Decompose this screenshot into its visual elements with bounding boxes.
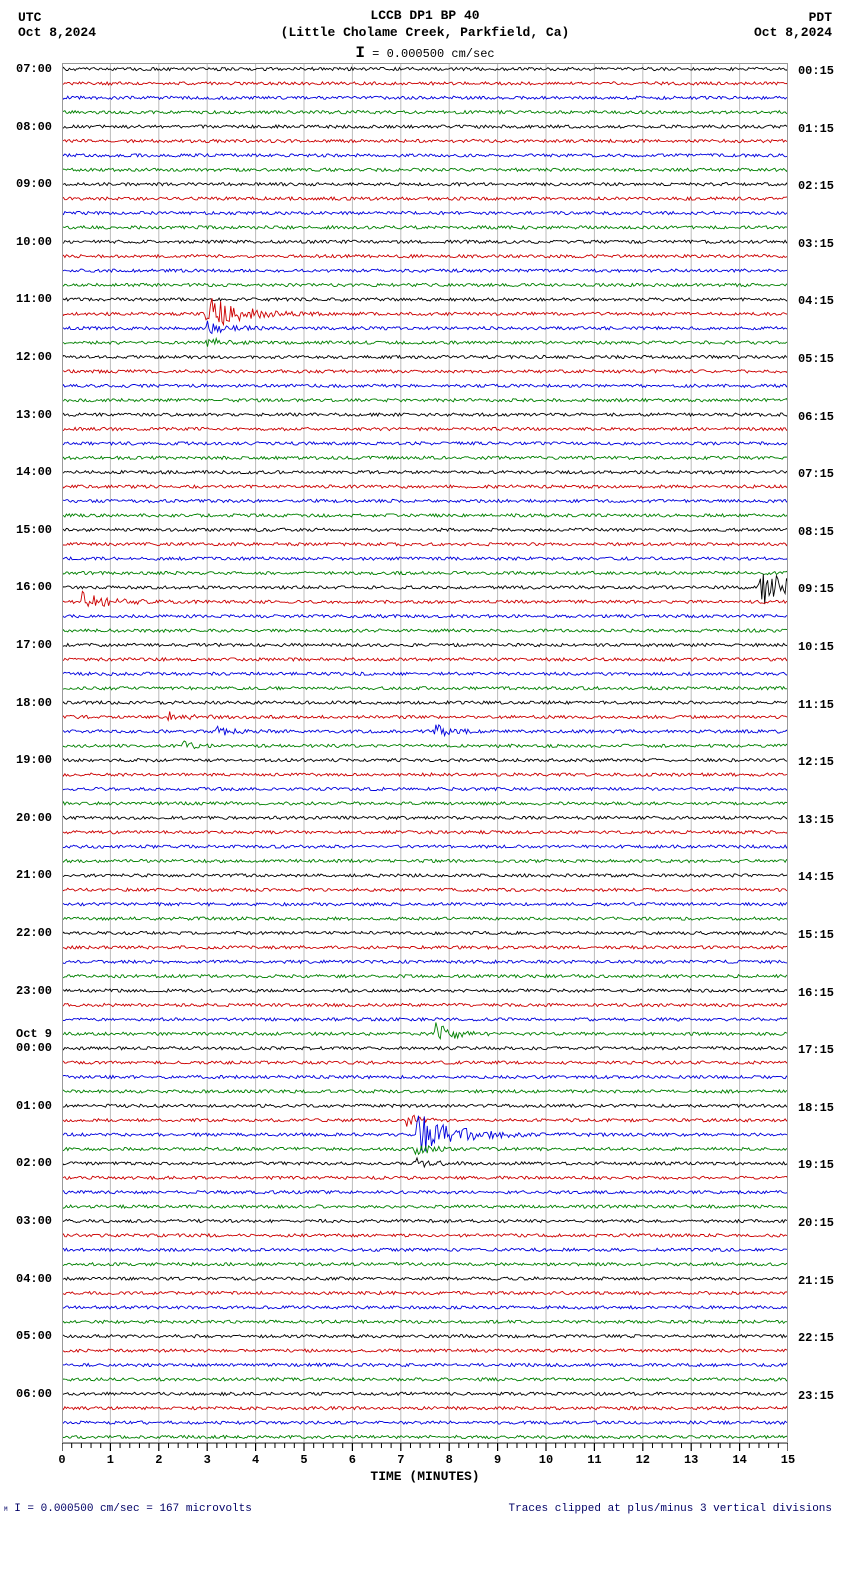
utc-hour-label: 04:00 [16, 1272, 52, 1286]
date-right: Oct 8,2024 [754, 25, 832, 40]
utc-hour-label: 17:00 [16, 638, 52, 652]
footer: M I = 0.000500 cm/sec = 167 microvolts T… [0, 1503, 850, 1543]
utc-header: UTC Oct 8,2024 [18, 10, 96, 40]
pdt-hour-label: 00:15 [798, 64, 834, 78]
pdt-hour-label: 20:15 [798, 1216, 834, 1230]
utc-hour-label: 16:00 [16, 580, 52, 594]
title-block: LCCB DP1 BP 40 (Little Cholame Creek, Pa… [0, 8, 850, 42]
pdt-hour-label: 14:15 [798, 870, 834, 884]
pdt-hour-label: 10:15 [798, 640, 834, 654]
utc-hour-label: 20:00 [16, 811, 52, 825]
pdt-hour-label: 11:15 [798, 698, 834, 712]
utc-hour-label: 23:00 [16, 984, 52, 998]
pdt-hour-label: 23:15 [798, 1389, 834, 1403]
utc-hour-label: 14:00 [16, 465, 52, 479]
seismogram-chart [62, 63, 788, 1443]
station-code: LCCB DP1 BP 40 [0, 8, 850, 25]
utc-hour-label: 11:00 [16, 292, 52, 306]
utc-hour-label: 12:00 [16, 350, 52, 364]
scale-bar-icon: I [355, 44, 365, 62]
x-axis-label: TIME (MINUTES) [0, 1469, 850, 1484]
utc-hour-label: 02:00 [16, 1156, 52, 1170]
pdt-hour-label: 17:15 [798, 1043, 834, 1057]
tz-label-right: PDT [754, 10, 832, 25]
scale-indicator: I = 0.000500 cm/sec [0, 44, 850, 62]
pdt-hour-label: 18:15 [798, 1101, 834, 1115]
pdt-hour-label: 12:15 [798, 755, 834, 769]
pdt-hour-label: 05:15 [798, 352, 834, 366]
utc-hour-label: 13:00 [16, 408, 52, 422]
pdt-hour-label: 19:15 [798, 1158, 834, 1172]
footer-scale-text: M I = 0.000500 cm/sec = 167 microvolts [4, 1503, 252, 1515]
utc-date-break: Oct 9 [16, 1027, 52, 1041]
pdt-hour-label: 13:15 [798, 813, 834, 827]
utc-hour-label: 10:00 [16, 235, 52, 249]
pdt-hour-label: 01:15 [798, 122, 834, 136]
pdt-hour-label: 08:15 [798, 525, 834, 539]
pdt-hour-label: 16:15 [798, 986, 834, 1000]
utc-hour-label: 05:00 [16, 1329, 52, 1343]
header: UTC Oct 8,2024 PDT Oct 8,2024 LCCB DP1 B… [0, 0, 850, 63]
pdt-hour-label: 22:15 [798, 1331, 834, 1345]
pdt-hour-label: 02:15 [798, 179, 834, 193]
utc-hour-label: 19:00 [16, 753, 52, 767]
utc-hour-label: 03:00 [16, 1214, 52, 1228]
pdt-hour-label: 04:15 [798, 294, 834, 308]
pdt-hour-label: 09:15 [798, 582, 834, 596]
utc-hour-label: 08:00 [16, 120, 52, 134]
utc-hour-label: 09:00 [16, 177, 52, 191]
utc-hour-label: 15:00 [16, 523, 52, 537]
utc-hour-label: 06:00 [16, 1387, 52, 1401]
pdt-hour-label: 21:15 [798, 1274, 834, 1288]
pdt-hour-label: 07:15 [798, 467, 834, 481]
utc-hour-label: 18:00 [16, 696, 52, 710]
utc-hour-label: 22:00 [16, 926, 52, 940]
utc-hour-label: 01:00 [16, 1099, 52, 1113]
date-left: Oct 8,2024 [18, 25, 96, 40]
pdt-hour-label: 06:15 [798, 410, 834, 424]
footer-clip-text: Traces clipped at plus/minus 3 vertical … [509, 1503, 832, 1515]
station-location: (Little Cholame Creek, Parkfield, Ca) [0, 25, 850, 42]
utc-hour-label: 07:00 [16, 62, 52, 76]
utc-hour-label: 00:00 [16, 1041, 52, 1055]
pdt-header: PDT Oct 8,2024 [754, 10, 832, 40]
scale-text: = 0.000500 cm/sec [365, 47, 495, 61]
chart-border [62, 63, 788, 1443]
pdt-hour-label: 15:15 [798, 928, 834, 942]
utc-hour-label: 21:00 [16, 868, 52, 882]
tz-label-left: UTC [18, 10, 96, 25]
pdt-hour-label: 03:15 [798, 237, 834, 251]
